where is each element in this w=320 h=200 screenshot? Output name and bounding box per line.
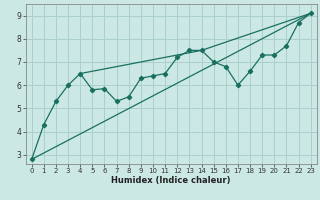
X-axis label: Humidex (Indice chaleur): Humidex (Indice chaleur) bbox=[111, 176, 231, 185]
